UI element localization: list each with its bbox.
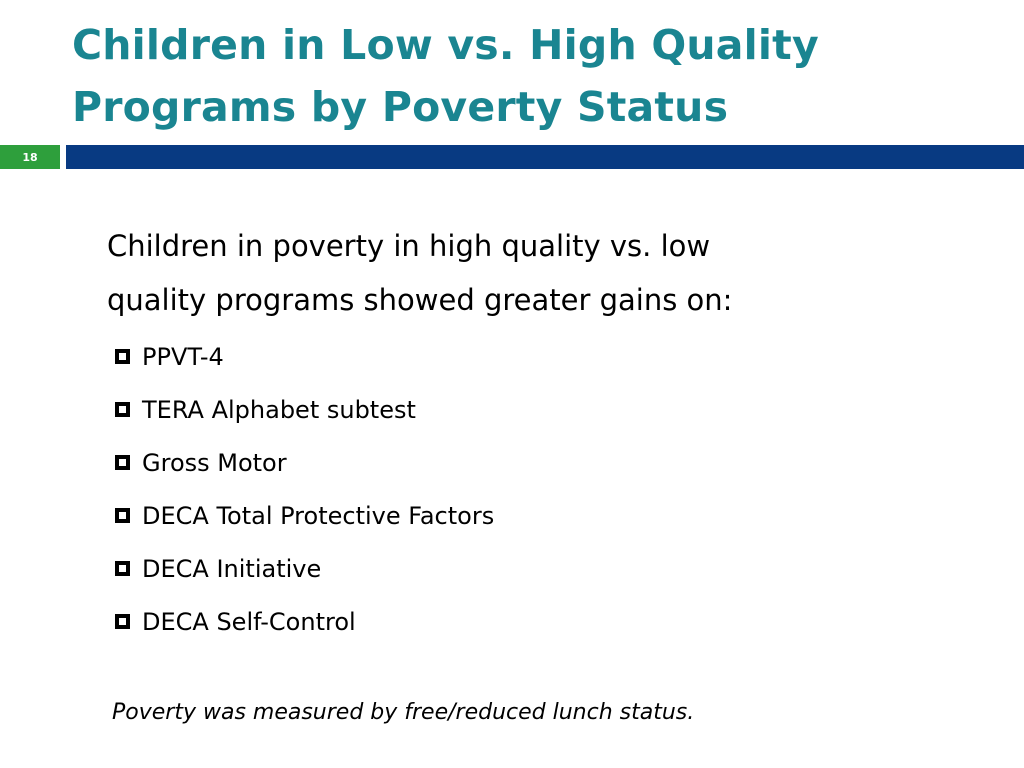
hollow-square-icon xyxy=(115,508,130,523)
hollow-square-icon xyxy=(115,455,130,470)
bullet-item: DECA Total Protective Factors xyxy=(115,489,494,542)
slide-title: Children in Low vs. High Quality Program… xyxy=(72,21,819,131)
bullet-item: DECA Initiative xyxy=(115,542,494,595)
bullet-item: PPVT-4 xyxy=(115,330,494,383)
hollow-square-icon xyxy=(115,614,130,629)
title-divider-bar xyxy=(66,145,1024,169)
hollow-square-icon xyxy=(115,349,130,364)
bullet-text: DECA Self-Control xyxy=(142,607,356,636)
bullet-list: PPVT-4 TERA Alphabet subtest Gross Motor… xyxy=(115,330,494,648)
slide-number: 18 xyxy=(22,150,38,164)
footnote: Poverty was measured by free/reduced lun… xyxy=(112,700,695,725)
bullet-text: DECA Initiative xyxy=(142,554,322,583)
hollow-square-icon xyxy=(115,561,130,576)
bullet-item: TERA Alphabet subtest xyxy=(115,383,494,436)
bullet-text: DECA Total Protective Factors xyxy=(142,501,495,530)
bullet-item: DECA Self-Control xyxy=(115,595,494,648)
bullet-text: PPVT-4 xyxy=(142,342,224,371)
intro-text: Children in poverty in high quality vs. … xyxy=(107,229,733,317)
bullet-text: TERA Alphabet subtest xyxy=(142,395,416,424)
slide-number-badge: 18 xyxy=(0,145,60,169)
bullet-item: Gross Motor xyxy=(115,436,494,489)
hollow-square-icon xyxy=(115,402,130,417)
bullet-text: Gross Motor xyxy=(142,448,287,477)
